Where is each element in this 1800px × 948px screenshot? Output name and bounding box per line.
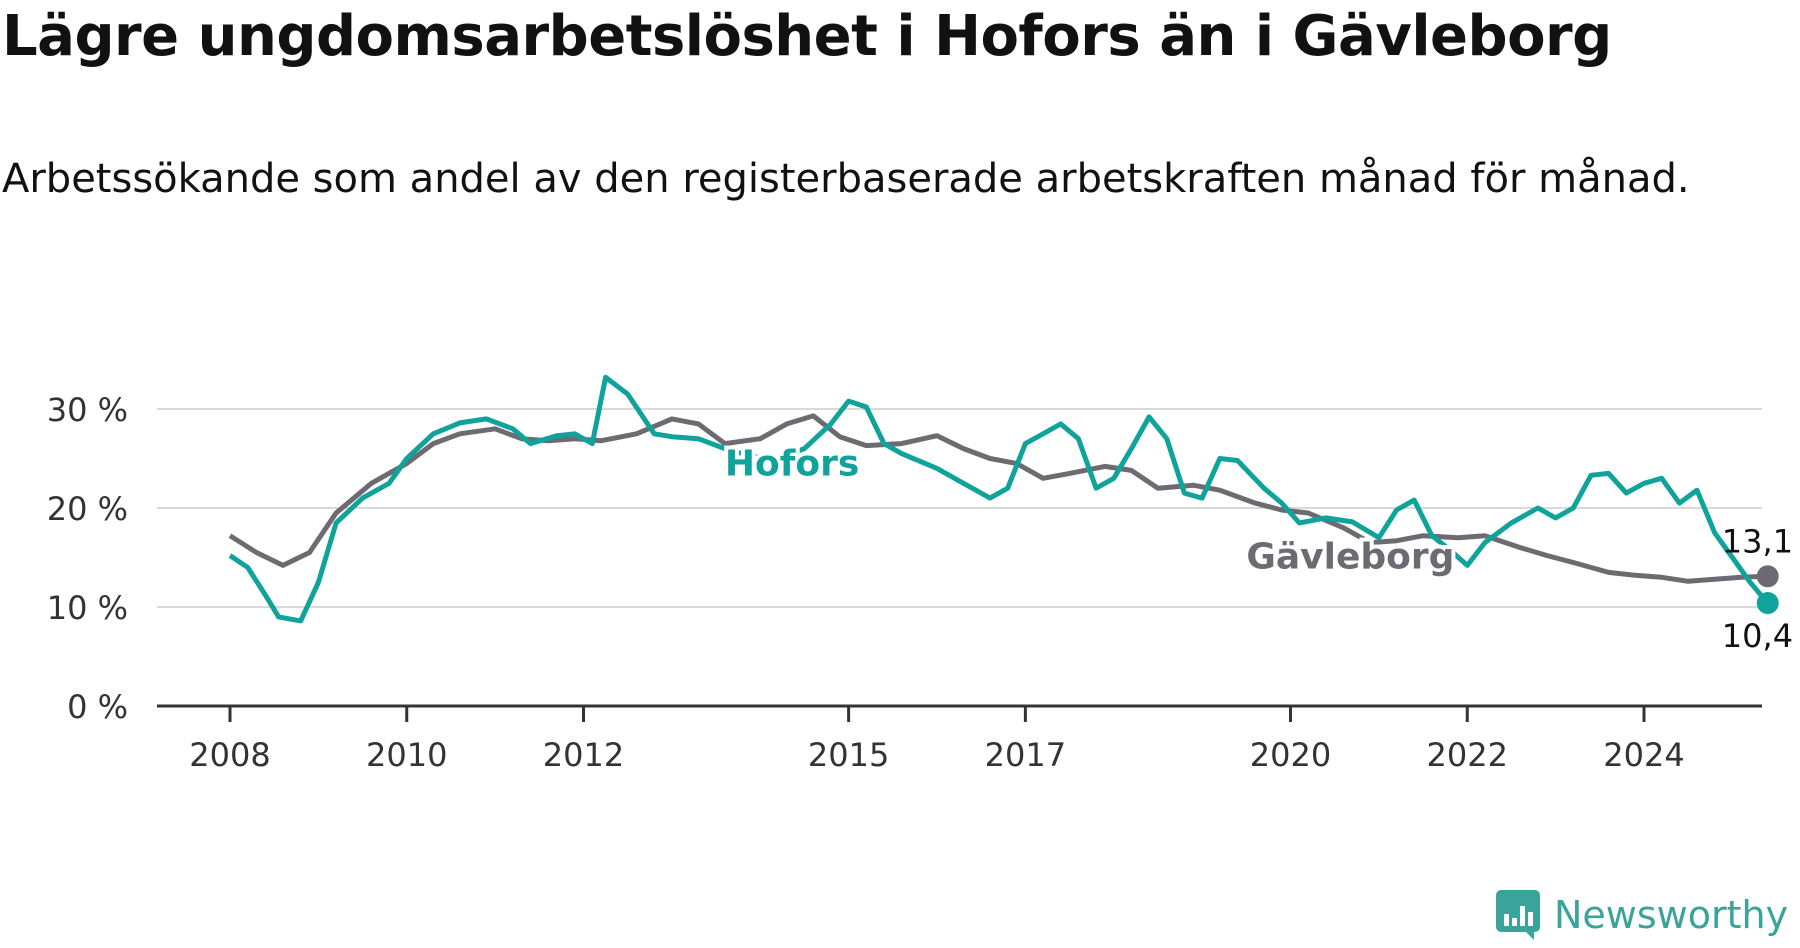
x-tick-label: 2015 xyxy=(808,736,889,774)
x-tick-label: 2008 xyxy=(189,736,270,774)
x-tick-label: 2024 xyxy=(1603,736,1684,774)
newsworthy-logo-icon xyxy=(1496,890,1540,940)
y-tick-label: 30 % xyxy=(47,391,128,429)
series-line-g-vleborg xyxy=(228,413,1768,584)
series-label-gavleborg: Gävleborg xyxy=(1246,536,1454,577)
end-point-hofors xyxy=(1756,592,1779,615)
y-axis-tick-labels: 0 % 10 % 20 % 30 % xyxy=(47,391,128,726)
series-labels: Hofors Gävleborg 13,1 % 10,4 % xyxy=(721,439,1800,655)
brand-name: Newsworthy xyxy=(1554,893,1789,937)
x-axis-ticks: 2008 2010 2012 2015 2017 2020 2022 2024 xyxy=(189,706,1685,774)
grid-lines xyxy=(157,408,1762,608)
series-lines xyxy=(228,374,1779,624)
x-tick-label: 2010 xyxy=(366,736,447,774)
x-tick-label: 2012 xyxy=(543,736,624,774)
x-tick-label: 2022 xyxy=(1427,736,1508,774)
x-tick-label: 2017 xyxy=(985,736,1066,774)
y-tick-label: 10 % xyxy=(47,589,128,627)
chart-subtitle: Arbetssökande som andel av den registerb… xyxy=(2,156,1690,202)
y-tick-label: 20 % xyxy=(47,490,128,528)
y-tick-label: 0 % xyxy=(67,688,128,726)
series-label-hofors: Hofors xyxy=(725,443,859,484)
series-line-hofors xyxy=(228,374,1770,624)
brand-logo[interactable]: Newsworthy xyxy=(1494,888,1788,942)
end-value-label-gavleborg: 13,1 % xyxy=(1722,522,1800,560)
end-point-g-vleborg xyxy=(1756,565,1779,588)
end-value-label-hofors: 10,4 % xyxy=(1722,617,1800,655)
chart-title: Lägre ungdomsarbetslöshet i Hofors än i … xyxy=(2,4,1612,69)
x-tick-label: 2020 xyxy=(1250,736,1331,774)
